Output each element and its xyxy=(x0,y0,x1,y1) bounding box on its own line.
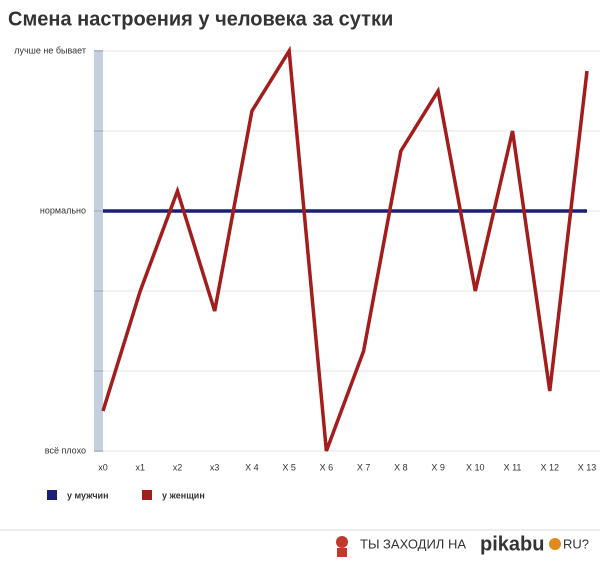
axis-bar xyxy=(94,50,103,452)
footer-suffix: RU? xyxy=(563,536,589,551)
y-tick-label: всё плохо xyxy=(45,445,86,455)
x-tick-label: X 10 xyxy=(466,462,485,472)
x-tick-label: X 7 xyxy=(357,462,371,472)
x-tick-label: x2 xyxy=(173,462,183,472)
x-tick-label: X 5 xyxy=(282,462,296,472)
x-tick-label: x0 xyxy=(98,462,108,472)
x-tick-label: X 8 xyxy=(394,462,408,472)
legend-label: у мужчин xyxy=(67,490,109,500)
y-tick-label: нормально xyxy=(40,205,86,215)
footer-icon xyxy=(336,536,348,557)
x-tick-label: X 13 xyxy=(578,462,597,472)
footer-brand: pikabu xyxy=(480,533,544,555)
x-tick-label: X 4 xyxy=(245,462,259,472)
x-tick-label: X 11 xyxy=(504,462,522,472)
x-tick-label: X 12 xyxy=(541,462,560,472)
chart-title: Смена настроения у человека за сутки xyxy=(8,8,393,30)
legend-swatch xyxy=(47,490,57,500)
x-tick-label: x1 xyxy=(135,462,145,472)
line-series xyxy=(101,45,589,452)
footer-text: ТЫ ЗАХОДИЛ НА xyxy=(360,536,466,551)
footer-dot xyxy=(549,538,561,550)
x-tick-label: X 6 xyxy=(320,462,334,472)
x-tick-label: X 9 xyxy=(431,462,445,472)
legend-swatch xyxy=(142,490,152,500)
y-tick-label: лучше не бывает xyxy=(14,45,86,55)
legend-label: у женщин xyxy=(162,490,205,500)
x-tick-label: x3 xyxy=(210,462,220,472)
